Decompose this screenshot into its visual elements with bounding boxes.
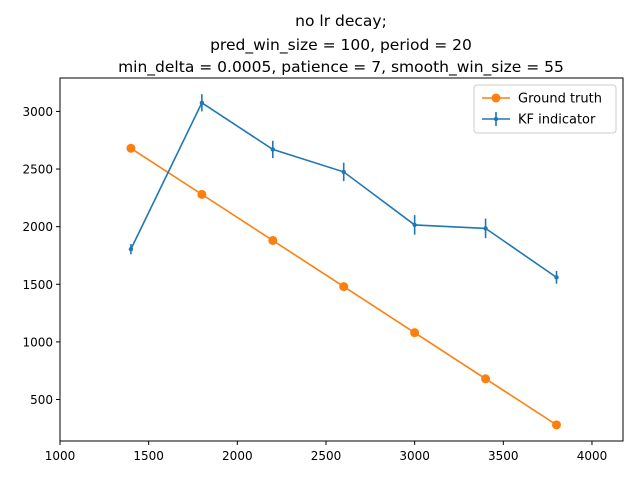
x-tick-label: 2500: [311, 449, 342, 463]
x-tick-label: 1000: [45, 449, 76, 463]
legend-label: Ground truth: [518, 92, 602, 107]
legend-box: [473, 84, 617, 134]
x-tick-label: 1500: [133, 449, 164, 463]
y-axis: 500 1000 1500 2000 2500 3000: [22, 105, 60, 407]
x-tick-label: 2000: [222, 449, 253, 463]
axes-frame: [59, 77, 624, 442]
data-point: [126, 143, 136, 153]
data-point: [412, 222, 417, 228]
data-point: [268, 235, 278, 245]
data-point: [270, 147, 275, 152]
y-tick-label: 2000: [22, 220, 53, 234]
data-point: [410, 328, 420, 338]
x-tick-label: 3500: [488, 449, 519, 463]
legend-marker: [491, 93, 501, 103]
legend-item-1: KF indicator: [482, 112, 596, 128]
plot-area: [59, 77, 624, 442]
title-line-1: pred_win_size = 100, period = 20: [210, 36, 472, 55]
plot-background: [60, 78, 623, 441]
title-line-2: min_delta = 0.0005, patience = 7, smooth…: [118, 58, 564, 77]
x-tick-label: 4000: [577, 449, 608, 463]
data-point: [554, 275, 559, 280]
legend-label: KF indicator: [518, 113, 596, 128]
legend-marker: [493, 116, 499, 122]
data-point: [128, 246, 134, 252]
x-axis: 1000 1500 2000 2500 3000 3500 4000: [45, 441, 608, 463]
legend: Ground truth KF indicator: [473, 84, 617, 134]
data-point: [552, 420, 562, 430]
y-tick-label: 2500: [22, 163, 53, 177]
chart-title: no lr decay; pred_win_size = 100, period …: [118, 12, 564, 77]
series-1: [128, 94, 559, 284]
y-tick-label: 3000: [22, 105, 53, 119]
title-line-0: no lr decay;: [295, 12, 387, 30]
data-point: [341, 169, 346, 175]
data-point: [197, 189, 207, 199]
y-tick-label: 1000: [22, 335, 53, 349]
legend-item-0: Ground truth: [482, 92, 602, 107]
y-tick-label: 500: [30, 393, 53, 407]
data-point: [339, 282, 349, 292]
data-point: [199, 100, 205, 105]
y-tick-label: 1500: [22, 278, 53, 292]
x-tick-label: 3000: [399, 449, 430, 463]
data-point: [481, 374, 491, 384]
series-0: [126, 143, 562, 430]
data-point: [483, 226, 488, 231]
